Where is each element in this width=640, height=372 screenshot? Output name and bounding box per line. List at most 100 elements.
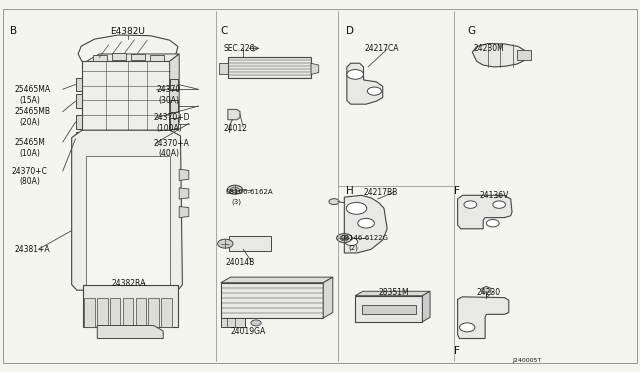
Text: G: G (467, 26, 476, 36)
Text: 24370+D: 24370+D (154, 113, 190, 122)
Polygon shape (86, 156, 170, 285)
Text: F: F (454, 346, 460, 356)
Bar (82, 61, 170, 130)
Polygon shape (472, 44, 528, 67)
Polygon shape (170, 100, 178, 112)
Circle shape (493, 201, 506, 208)
Polygon shape (323, 277, 333, 318)
Text: 24370+C: 24370+C (12, 167, 47, 176)
Polygon shape (458, 195, 512, 229)
Bar (150, 55, 164, 61)
Text: 24217CA: 24217CA (365, 44, 399, 53)
Bar (112, 53, 126, 60)
Text: 08166-6162A: 08166-6162A (225, 189, 273, 195)
Bar (93, 55, 107, 61)
Bar (161, 298, 172, 327)
Text: 25465M: 25465M (14, 138, 45, 147)
Bar (221, 318, 245, 327)
Text: 24382RA: 24382RA (112, 279, 147, 288)
Polygon shape (219, 63, 228, 74)
Text: (80A): (80A) (19, 177, 40, 186)
Text: 25465MA: 25465MA (14, 85, 50, 94)
Text: H: H (346, 186, 353, 196)
Text: F: F (454, 186, 460, 196)
Bar (362, 305, 416, 314)
Text: 08146-6122G: 08146-6122G (340, 235, 388, 241)
Circle shape (358, 218, 374, 228)
Bar (123, 298, 133, 327)
Polygon shape (76, 132, 82, 145)
Polygon shape (83, 285, 178, 327)
Text: 24370+A: 24370+A (154, 139, 189, 148)
Polygon shape (78, 35, 178, 64)
Text: 24217BB: 24217BB (364, 188, 398, 197)
Polygon shape (355, 291, 430, 296)
Text: 25465MB: 25465MB (14, 107, 50, 116)
Circle shape (340, 235, 349, 241)
Polygon shape (179, 169, 189, 180)
Circle shape (230, 187, 239, 192)
Bar (221, 283, 323, 318)
Text: E4382U: E4382U (111, 27, 145, 36)
Bar (228, 57, 311, 78)
Bar (229, 236, 271, 251)
Circle shape (460, 323, 475, 332)
Text: J240005T: J240005T (512, 358, 541, 363)
Circle shape (227, 185, 243, 194)
Bar (136, 298, 146, 327)
Text: (100A): (100A) (157, 124, 182, 133)
Polygon shape (422, 291, 430, 322)
Polygon shape (72, 130, 182, 290)
Circle shape (345, 238, 358, 246)
Circle shape (218, 239, 233, 248)
Polygon shape (458, 297, 509, 339)
Text: 24014B: 24014B (225, 258, 255, 267)
Circle shape (329, 199, 339, 205)
Polygon shape (76, 94, 82, 108)
Bar (110, 298, 120, 327)
Polygon shape (179, 206, 189, 218)
Text: (10A): (10A) (19, 149, 40, 158)
Circle shape (367, 87, 381, 95)
Polygon shape (347, 63, 383, 104)
Text: (30A): (30A) (159, 96, 180, 105)
Text: D: D (346, 26, 354, 36)
Bar (97, 298, 108, 327)
Text: (20A): (20A) (19, 118, 40, 127)
Polygon shape (482, 286, 491, 292)
Polygon shape (221, 277, 333, 283)
Text: 24019GA: 24019GA (230, 327, 266, 336)
Text: 24012: 24012 (224, 124, 248, 133)
Text: 24381+A: 24381+A (14, 245, 50, 254)
Polygon shape (76, 78, 82, 91)
Polygon shape (228, 109, 240, 120)
Text: 24230M: 24230M (474, 44, 504, 53)
Text: SEC.226: SEC.226 (224, 44, 255, 53)
Circle shape (486, 219, 499, 227)
Text: 24370: 24370 (157, 85, 181, 94)
Circle shape (251, 320, 261, 326)
Text: (40A): (40A) (159, 149, 180, 158)
Text: 24230: 24230 (477, 288, 501, 296)
Bar (84, 298, 95, 327)
Bar (148, 298, 159, 327)
Text: C: C (221, 26, 228, 36)
Polygon shape (97, 326, 163, 339)
Text: (2): (2) (349, 245, 358, 251)
Polygon shape (170, 54, 179, 130)
Text: (15A): (15A) (19, 96, 40, 105)
Polygon shape (76, 115, 82, 129)
Bar (131, 54, 145, 60)
Circle shape (464, 201, 477, 208)
Text: 28351M: 28351M (379, 288, 410, 296)
Polygon shape (344, 195, 387, 253)
Circle shape (346, 202, 367, 214)
Text: (3): (3) (232, 198, 242, 205)
Text: 24136V: 24136V (480, 191, 509, 200)
Polygon shape (311, 63, 319, 74)
Circle shape (337, 234, 352, 243)
Polygon shape (170, 79, 178, 90)
Polygon shape (86, 54, 179, 61)
Bar (517, 50, 531, 60)
Bar (355, 296, 422, 322)
